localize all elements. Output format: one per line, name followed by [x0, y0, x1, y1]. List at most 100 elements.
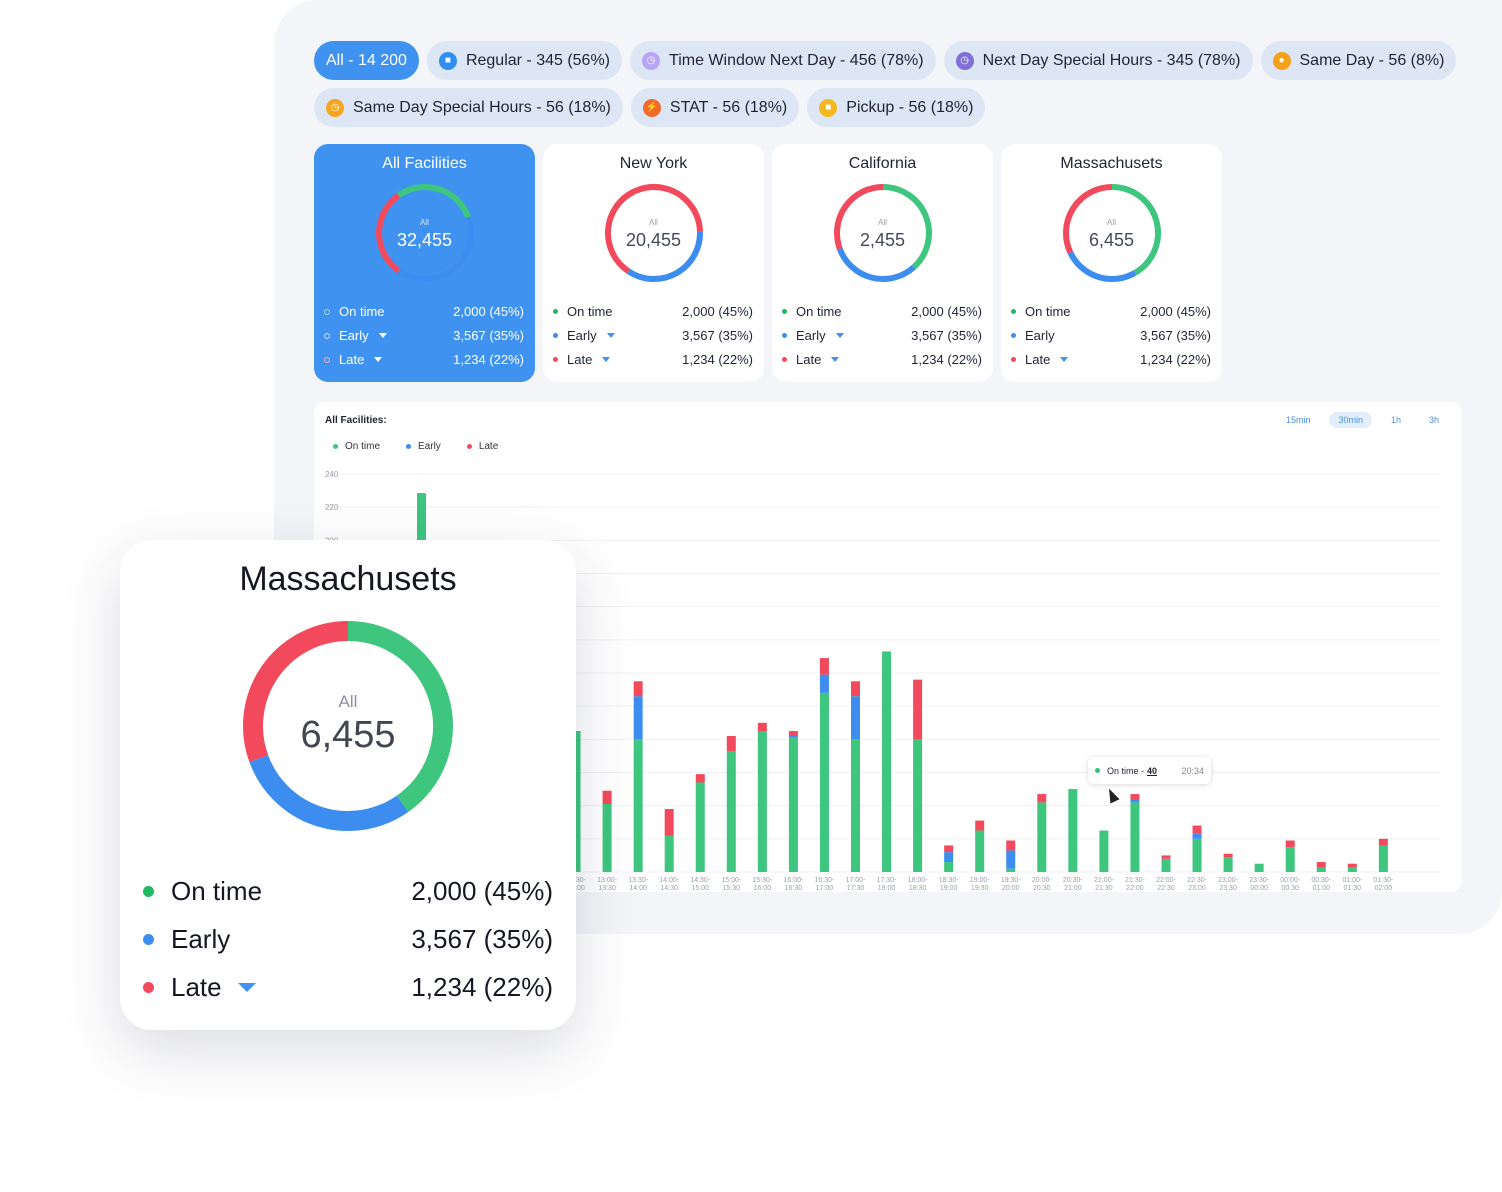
bar-segment[interactable] [1130, 799, 1140, 803]
legend-early[interactable]: Early [406, 441, 441, 452]
bar-segment[interactable] [757, 722, 767, 732]
x-tick-label: 16:00 [754, 885, 772, 892]
bar-segment[interactable] [1192, 825, 1202, 834]
bar-segment[interactable] [1223, 857, 1233, 872]
x-tick-label: 15:30- [752, 877, 773, 884]
chevron-down-icon[interactable] [1060, 357, 1069, 362]
range-option[interactable]: 30min [1329, 412, 1372, 428]
legend-label: Late [339, 352, 365, 367]
bar-segment[interactable] [1161, 858, 1171, 872]
x-tick-label: 14:30- [690, 877, 711, 884]
bar-segment[interactable] [819, 692, 829, 872]
filter-chip[interactable]: ◷ Time Window Next Day - 456 (78%) [630, 41, 936, 80]
chevron-down-icon[interactable] [606, 333, 615, 338]
bar-segment[interactable] [1192, 833, 1202, 839]
bar-segment[interactable] [726, 736, 736, 751]
chevron-down-icon[interactable] [237, 983, 256, 992]
filter-chip[interactable]: All - 14 200 [314, 41, 419, 80]
range-option[interactable]: 3h [1428, 415, 1439, 425]
donut-segment [611, 184, 703, 232]
bar-segment[interactable] [913, 679, 923, 740]
chevron-down-icon[interactable] [831, 357, 840, 362]
bar-segment[interactable] [633, 696, 643, 740]
legend-dot [1011, 333, 1016, 338]
range-option[interactable]: 15min [1285, 415, 1311, 425]
filter-chip[interactable]: ◷ Same Day Special Hours - 56 (18%) [314, 88, 623, 127]
bar-segment[interactable] [602, 790, 612, 805]
bar-segment[interactable] [1006, 840, 1016, 851]
legend-value: 3,567 (35%) [453, 328, 524, 343]
bar-segment[interactable] [788, 731, 798, 737]
bar-segment[interactable] [664, 808, 674, 836]
bar-segment[interactable] [1037, 794, 1047, 803]
bar-segment[interactable] [1223, 853, 1233, 858]
bar-segment[interactable] [851, 681, 860, 697]
facility-legend-row: On time 2,000 (45%) [553, 304, 753, 319]
bar-segment[interactable] [819, 658, 829, 675]
bar-segment[interactable] [819, 674, 829, 693]
bar-segment[interactable] [944, 862, 954, 872]
filter-chip[interactable]: ■ Pickup - 56 (18%) [807, 88, 986, 127]
bar-segment[interactable] [1161, 855, 1171, 859]
bar-segment[interactable] [1347, 867, 1357, 872]
bar-segment[interactable] [851, 696, 860, 740]
bar-segment[interactable] [633, 739, 643, 872]
facility-card[interactable]: All Facilities All 32,455 On time 2,000 (45%… [314, 144, 535, 382]
bar-segment[interactable] [695, 774, 705, 783]
facility-card[interactable]: New York All 20,455 On time 2,000 (45%) Early… [543, 144, 764, 382]
bar-segment[interactable] [757, 731, 767, 872]
x-tick-label: 17:30- [877, 877, 898, 884]
range-option[interactable]: 1h [1390, 415, 1401, 425]
bar-segment[interactable] [1316, 862, 1326, 868]
filter-chip[interactable]: ◷ Next Day Special Hours - 345 (78%) [943, 41, 1253, 80]
bar-segment[interactable] [944, 845, 954, 853]
bar-segment[interactable] [882, 651, 892, 872]
bar-segment[interactable] [1130, 802, 1140, 872]
bar-segment[interactable] [664, 835, 674, 872]
facility-legend-row: On time 2,000 (45%) [782, 304, 982, 319]
legend-late[interactable]: Late [466, 441, 498, 452]
bar-segment[interactable] [1285, 840, 1295, 848]
popup-legend-early: Early 3,567 (35%) [143, 924, 553, 955]
bar-segment[interactable] [851, 739, 860, 872]
bar-segment[interactable] [1285, 847, 1295, 872]
bar-segment[interactable] [1254, 863, 1264, 872]
bar-segment[interactable] [633, 681, 643, 697]
bar-segment[interactable] [1378, 838, 1388, 846]
bar-segment[interactable] [788, 736, 798, 738]
bar-segment[interactable] [1347, 863, 1357, 868]
bar-segment[interactable] [913, 739, 923, 872]
clock-icon: ◷ [326, 98, 344, 117]
bar-segment[interactable] [1037, 802, 1047, 872]
bar-segment[interactable] [571, 731, 581, 872]
bar-segment[interactable] [695, 782, 705, 872]
bar-segment[interactable] [1378, 845, 1388, 872]
chevron-down-icon[interactable] [378, 333, 387, 338]
bar-segment[interactable] [1192, 838, 1202, 872]
bar-segment[interactable] [726, 750, 736, 872]
bar-segment[interactable] [1068, 789, 1078, 872]
massachusets-popup-card[interactable]: Massachusets All 6,455 On time 2,000 (45… [120, 540, 576, 1030]
bar-segment[interactable] [1130, 794, 1140, 800]
facility-card[interactable]: California All 2,455 On time 2,000 (45%) Earl… [772, 144, 993, 382]
bar-segment[interactable] [1099, 830, 1109, 872]
facility-name: Massachusets [1060, 155, 1163, 172]
bar-segment[interactable] [1316, 867, 1326, 872]
bar-segment[interactable] [788, 737, 798, 872]
bar-segment[interactable] [1006, 868, 1016, 872]
bar-segment[interactable] [602, 804, 612, 872]
chevron-down-icon[interactable] [374, 357, 383, 362]
x-tick-label: 22:30 [1157, 885, 1175, 892]
bar-segment[interactable] [975, 820, 985, 831]
chevron-down-icon[interactable] [602, 357, 611, 362]
filter-chip[interactable]: ● Same Day - 56 (8%) [1260, 41, 1457, 80]
facility-card[interactable]: Massachusets All 6,455 On time 2,000 (45%) Ea… [1001, 144, 1222, 382]
bar-segment[interactable] [944, 852, 954, 863]
legend-ontime[interactable]: On time [333, 441, 380, 452]
bar-segment[interactable] [1006, 850, 1016, 869]
legend-dot [553, 309, 558, 314]
filter-chip[interactable]: ⚡ STAT - 56 (18%) [630, 88, 800, 127]
bar-segment[interactable] [975, 830, 985, 872]
filter-chip[interactable]: ■ Regular - 345 (56%) [426, 41, 623, 80]
chevron-down-icon[interactable] [835, 333, 844, 338]
